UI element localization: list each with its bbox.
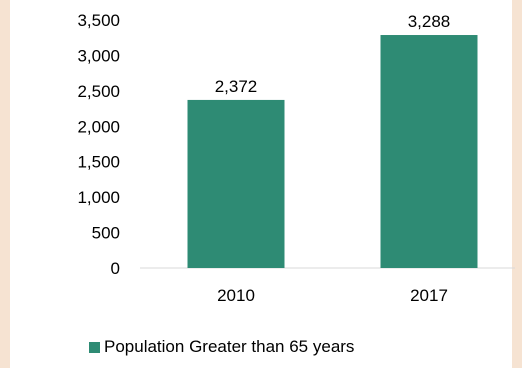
data-label-2010: 2,372 (215, 77, 258, 96)
y-tick-label: 1,000 (77, 188, 120, 207)
x-tick-label-2017: 2017 (410, 286, 448, 305)
legend: Population Greater than 65 years (89, 337, 354, 357)
x-tick-label-2010: 2010 (217, 286, 255, 305)
y-tick-label: 3,000 (77, 46, 120, 65)
bar-2017 (380, 35, 478, 268)
y-tick-label: 0 (111, 259, 120, 278)
legend-swatch (89, 341, 100, 353)
data-label-2017: 3,288 (408, 12, 451, 31)
bar-2010 (187, 99, 285, 269)
bars: 2,372 3,288 (187, 12, 478, 269)
y-tick-label: 500 (92, 224, 120, 243)
legend-label: Population Greater than 65 years (104, 337, 355, 356)
y-tick-label: 2,500 (77, 82, 120, 101)
y-tick-label: 3,500 (77, 11, 120, 30)
x-axis-ticks: 2010 2017 (217, 286, 448, 305)
y-axis-ticks: 0 500 1,000 1,500 2,000 2,500 3,000 3,500 (77, 11, 120, 278)
y-tick-label: 2,000 (77, 117, 120, 136)
y-tick-label: 1,500 (77, 153, 120, 172)
